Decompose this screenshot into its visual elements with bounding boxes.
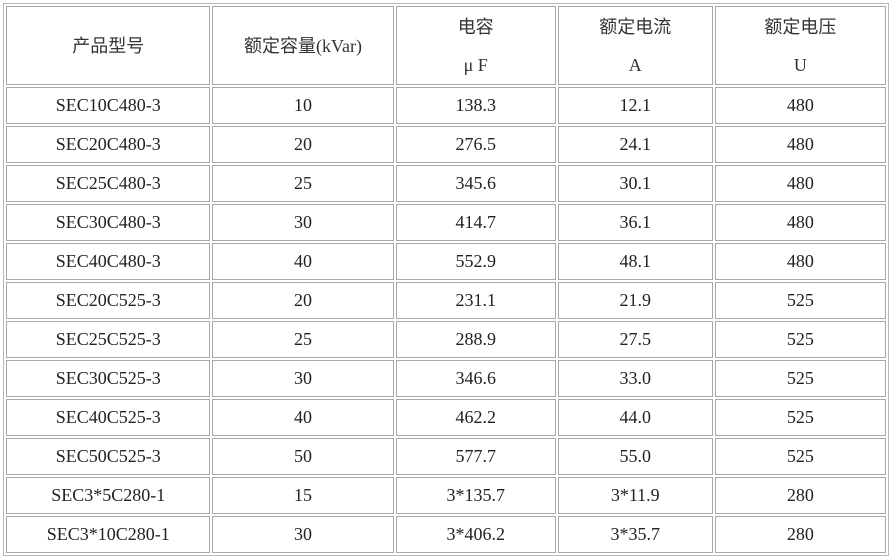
header-text: 电容 [457, 16, 494, 37]
data-row: SEC10C480-3 10 138.3 12.1 480 [6, 87, 886, 124]
data-cell: 280 [714, 477, 886, 514]
data-cell: 55.0 [557, 438, 713, 475]
data-cell: 3*35.7 [557, 516, 713, 553]
header-text: U [793, 54, 807, 75]
data-cell: 3*406.2 [395, 516, 556, 553]
data-cell: 552.9 [395, 243, 556, 280]
data-row: SEC3*10C280-1 30 3*406.2 3*35.7 280 [6, 516, 886, 553]
header-text: 额定电流 [599, 16, 672, 37]
data-cell: 15 [212, 477, 394, 514]
spec-table: 产品型号 额定容量(kVar) 电容 μ F 额定电流 A 额定电压 U SEC10C480-3… [3, 3, 889, 556]
data-cell: SEC50C525-3 [6, 438, 211, 475]
data-cell: 12.1 [557, 87, 713, 124]
data-cell: 20 [212, 126, 394, 163]
data-cell: 30 [212, 204, 394, 241]
header-text: 额定电压 [764, 16, 837, 37]
data-cell: 25 [212, 321, 394, 358]
data-row: SEC25C525-3 25 288.9 27.5 525 [6, 321, 886, 358]
data-cell: 50 [212, 438, 394, 475]
data-cell: 280 [714, 516, 886, 553]
data-cell: 44.0 [557, 399, 713, 436]
data-cell: 462.2 [395, 399, 556, 436]
header-text: 额定容量(kVar) [244, 35, 363, 56]
header-text: A [628, 54, 642, 75]
data-row: SEC3*5C280-1 15 3*135.7 3*11.9 280 [6, 477, 886, 514]
data-cell: SEC20C480-3 [6, 126, 211, 163]
data-cell: 30 [212, 516, 394, 553]
data-cell: 3*11.9 [557, 477, 713, 514]
data-cell: 276.5 [395, 126, 556, 163]
data-cell: 577.7 [395, 438, 556, 475]
data-cell: SEC10C480-3 [6, 87, 211, 124]
data-row: SEC30C480-3 30 414.7 36.1 480 [6, 204, 886, 241]
data-row: SEC20C525-3 20 231.1 21.9 525 [6, 282, 886, 319]
data-cell: 525 [714, 399, 886, 436]
data-cell: SEC30C480-3 [6, 204, 211, 241]
header-text: μ F [463, 54, 488, 75]
data-cell: 480 [714, 204, 886, 241]
data-cell: 480 [714, 165, 886, 202]
data-cell: SEC30C525-3 [6, 360, 211, 397]
table-body: 产品型号 额定容量(kVar) 电容 μ F 额定电流 A 额定电压 U SEC10C480-3… [6, 6, 886, 553]
data-cell: 525 [714, 282, 886, 319]
header-text: 产品型号 [72, 35, 145, 56]
data-row: SEC25C480-3 25 345.6 30.1 480 [6, 165, 886, 202]
data-cell: SEC20C525-3 [6, 282, 211, 319]
data-row: SEC40C480-3 40 552.9 48.1 480 [6, 243, 886, 280]
data-cell: 30 [212, 360, 394, 397]
data-cell: 10 [212, 87, 394, 124]
data-cell: 525 [714, 360, 886, 397]
data-row: SEC50C525-3 50 577.7 55.0 525 [6, 438, 886, 475]
data-cell: SEC3*5C280-1 [6, 477, 211, 514]
data-cell: SEC40C525-3 [6, 399, 211, 436]
data-cell: 40 [212, 243, 394, 280]
data-cell: SEC25C480-3 [6, 165, 211, 202]
data-cell: 3*135.7 [395, 477, 556, 514]
data-cell: SEC40C480-3 [6, 243, 211, 280]
data-cell: 525 [714, 438, 886, 475]
data-cell: 288.9 [395, 321, 556, 358]
data-cell: SEC3*10C280-1 [6, 516, 211, 553]
data-cell: 414.7 [395, 204, 556, 241]
data-cell: 33.0 [557, 360, 713, 397]
data-cell: 480 [714, 87, 886, 124]
data-cell: 20 [212, 282, 394, 319]
data-cell: 48.1 [557, 243, 713, 280]
header-cell: 额定电流 A [557, 6, 713, 85]
data-cell: 480 [714, 243, 886, 280]
data-cell: 138.3 [395, 87, 556, 124]
data-cell: 40 [212, 399, 394, 436]
header-row: 产品型号 额定容量(kVar) 电容 μ F 额定电流 A 额定电压 U [6, 6, 886, 85]
data-cell: 25 [212, 165, 394, 202]
data-row: SEC40C525-3 40 462.2 44.0 525 [6, 399, 886, 436]
data-cell: 231.1 [395, 282, 556, 319]
data-cell: 345.6 [395, 165, 556, 202]
data-row: SEC20C480-3 20 276.5 24.1 480 [6, 126, 886, 163]
data-cell: 30.1 [557, 165, 713, 202]
data-cell: 346.6 [395, 360, 556, 397]
header-cell: 额定容量(kVar) [212, 6, 394, 85]
data-cell: 525 [714, 321, 886, 358]
data-row: SEC30C525-3 30 346.6 33.0 525 [6, 360, 886, 397]
data-cell: 36.1 [557, 204, 713, 241]
data-cell: 480 [714, 126, 886, 163]
data-cell: 24.1 [557, 126, 713, 163]
data-cell: 27.5 [557, 321, 713, 358]
data-cell: 21.9 [557, 282, 713, 319]
header-cell: 额定电压 U [714, 6, 886, 85]
data-cell: SEC25C525-3 [6, 321, 211, 358]
header-cell: 产品型号 [6, 6, 211, 85]
header-cell: 电容 μ F [395, 6, 556, 85]
